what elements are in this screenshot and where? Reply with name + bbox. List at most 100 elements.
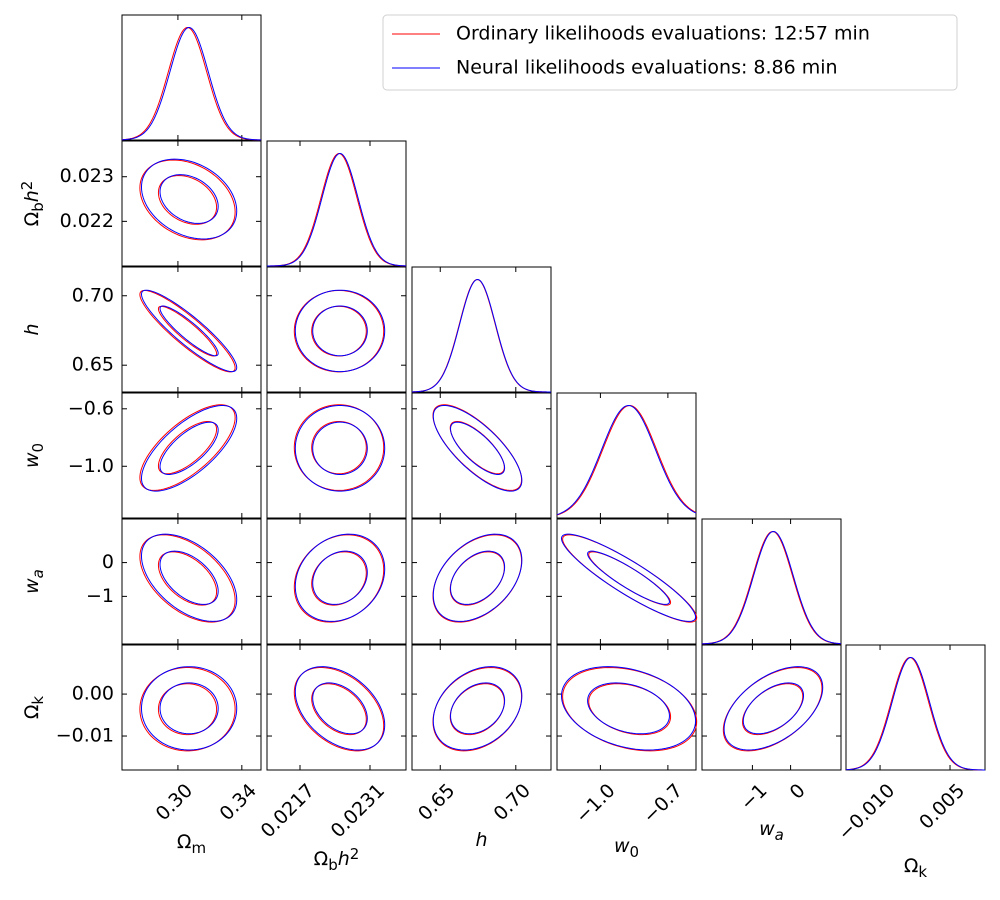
contour: [159, 421, 219, 475]
x-tick-label: −0.7: [639, 780, 687, 828]
axis-label: Ωbh2: [18, 181, 47, 227]
axis-label-part: Ω: [314, 848, 329, 870]
panel-frame: [266, 518, 407, 645]
axis-label: w0: [614, 835, 639, 861]
x-tick-label: 0.70: [489, 780, 534, 825]
y-tick-label: −1: [86, 585, 114, 607]
y-tick-label: 0.022: [60, 210, 114, 232]
contour: [588, 683, 672, 736]
marginal-curve: [121, 26, 262, 141]
axis-label-part: a: [29, 569, 47, 578]
panel-frame: [266, 392, 407, 519]
legend-label: Neural likelihoods evaluations: 8.86 min: [456, 57, 838, 79]
contour: [140, 666, 238, 751]
axis-label-part: w: [759, 818, 775, 840]
panel-frame: [845, 644, 986, 771]
contour: [311, 683, 367, 736]
x-tick-label: 0.65: [414, 780, 459, 825]
contour: [312, 550, 368, 605]
contour: [312, 305, 368, 357]
x-tick-label: 0.005: [915, 780, 969, 834]
contour: [562, 666, 698, 752]
legend-label: Ordinary likelihoods evaluations: 12:57 …: [456, 23, 870, 45]
marginal-curve: [121, 27, 262, 141]
contour: [159, 550, 219, 605]
contour: [450, 550, 506, 605]
marginal-curve: [411, 279, 552, 393]
contour: [140, 158, 238, 240]
x-tick-label: −0.010: [834, 780, 899, 845]
axis-label: Ωm: [177, 831, 206, 857]
axis-label-part: h: [338, 848, 350, 870]
panel-frame: [121, 14, 262, 141]
y-tick-label: 0: [102, 551, 114, 573]
y-tick-label: 0.00: [72, 683, 114, 705]
panel-frame: [411, 266, 552, 393]
axis-label-part: 2: [18, 181, 36, 191]
marginal-curve: [845, 657, 986, 771]
panel-frame: [411, 518, 552, 645]
marginal-curve: [556, 404, 697, 516]
contour: [157, 175, 218, 225]
axis-label-part: h: [475, 829, 487, 851]
axis-label: wa: [759, 818, 784, 844]
contour: [293, 667, 385, 752]
contour: [450, 682, 506, 735]
legend-box: [382, 14, 958, 91]
panel-frame: [556, 392, 697, 519]
y-tick-label: 0.023: [60, 165, 114, 187]
y-tick-label: −1.0: [68, 455, 114, 477]
contour: [742, 683, 804, 736]
panel-frame: [121, 644, 262, 771]
panel-frame: [701, 644, 842, 771]
x-tick-label: −1: [736, 780, 771, 815]
y-tick-label: −0.6: [68, 397, 114, 419]
contour: [312, 421, 368, 475]
contour: [139, 289, 236, 373]
x-tick-label: 0.0217: [257, 780, 320, 843]
contour: [139, 159, 236, 241]
axis-label-part: w: [21, 578, 43, 594]
axis-label: h: [21, 323, 43, 335]
marginal-curve: [701, 530, 842, 645]
contour: [742, 682, 805, 735]
axis-label-part: 0: [29, 443, 47, 453]
contour: [432, 666, 523, 751]
axis-label-part: w: [614, 835, 630, 857]
contour: [587, 682, 670, 735]
x-tick-label: 0: [786, 780, 810, 804]
contour: [159, 174, 219, 224]
contour: [157, 551, 218, 606]
axis-label-part: Ω: [21, 705, 43, 720]
y-tick-label: 0.70: [72, 284, 114, 306]
contour: [139, 404, 236, 491]
y-tick-label: −0.01: [56, 725, 114, 747]
panel-frame: [266, 140, 407, 267]
axis-label: Ωbh2: [314, 845, 360, 874]
contour: [139, 534, 236, 623]
axis-label-part: 0: [630, 843, 640, 861]
contour: [432, 533, 523, 622]
contour: [140, 405, 238, 492]
contour: [432, 666, 523, 752]
contour: [294, 666, 386, 751]
axis-label-part: h: [21, 323, 43, 335]
contour: [157, 305, 218, 357]
x-tick-label: 0.0231: [327, 780, 390, 843]
contour: [432, 534, 523, 623]
contour: [587, 550, 670, 605]
axis-label-part: a: [775, 826, 784, 844]
contour: [140, 289, 238, 373]
contour: [157, 420, 218, 475]
x-tick-label: 0.30: [152, 780, 197, 825]
contour: [293, 534, 385, 623]
marginal-curve: [266, 153, 407, 267]
axis-label: Ωk: [21, 696, 47, 720]
contour: [159, 305, 219, 357]
panel-frame: [411, 644, 552, 771]
panel-frame: [121, 266, 262, 393]
panel-frame: [556, 518, 697, 645]
axis-label-part: Ω: [21, 212, 43, 227]
panel-frame: [266, 644, 407, 771]
